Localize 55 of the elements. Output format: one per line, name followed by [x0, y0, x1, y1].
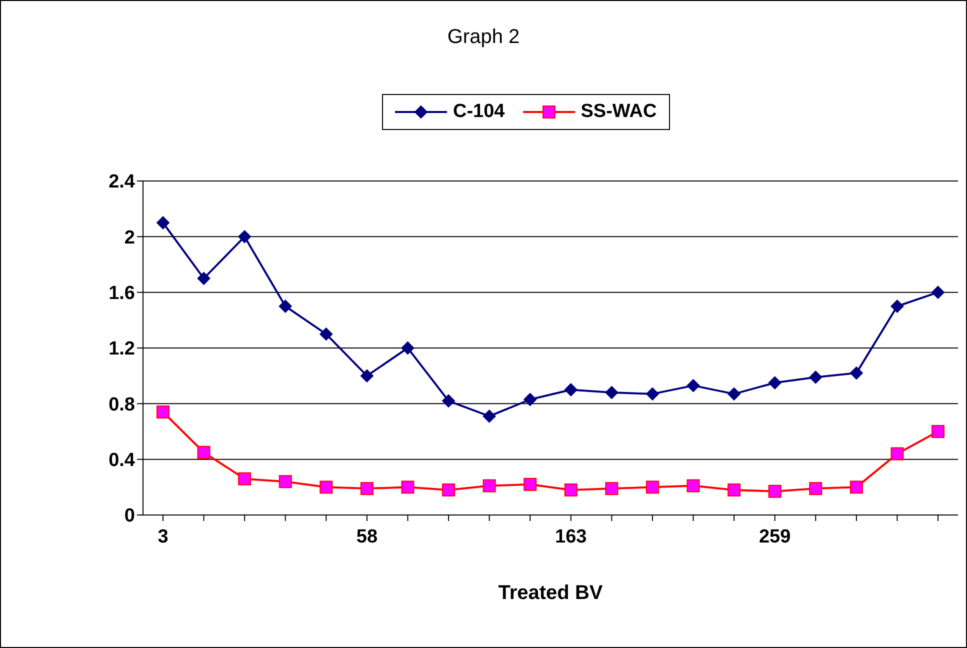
- legend-label: C-104: [453, 101, 505, 123]
- y-tick-label: 2: [124, 227, 135, 248]
- point: [809, 482, 822, 496]
- point: [238, 472, 252, 486]
- point: [442, 394, 456, 408]
- y-tick-label: 0.4: [108, 450, 136, 472]
- point: [482, 479, 496, 492]
- chart-title: Graph 2: [446, 26, 521, 49]
- point: [646, 387, 659, 400]
- point: [156, 406, 170, 419]
- point: [850, 366, 863, 380]
- point: [605, 386, 618, 400]
- point: [605, 482, 618, 496]
- point: [564, 483, 578, 496]
- point: [360, 482, 374, 496]
- point: [646, 480, 659, 494]
- point: [197, 446, 210, 459]
- point: [320, 480, 333, 494]
- point: [728, 483, 741, 496]
- x-tick-label: 163: [555, 526, 587, 548]
- y-tick-label: 2.4: [108, 172, 136, 193]
- y-tick-label: 0: [124, 506, 135, 527]
- point: [197, 272, 210, 285]
- x-axis-title: Treated BV: [498, 582, 604, 604]
- point: [360, 369, 374, 382]
- point: [890, 300, 904, 313]
- point: [932, 425, 944, 438]
- point: [850, 480, 863, 494]
- point: [524, 392, 537, 406]
- y-tick-label: 1.6: [108, 283, 135, 304]
- point: [768, 484, 782, 498]
- point: [524, 478, 537, 491]
- point: [320, 328, 333, 341]
- x-tick-label: 58: [356, 526, 378, 548]
- point: [932, 286, 944, 299]
- point: [482, 410, 496, 423]
- point: [238, 230, 252, 244]
- y-tick-label: 1.2: [108, 338, 135, 360]
- point: [156, 216, 170, 230]
- point: [401, 342, 414, 354]
- point: [768, 376, 782, 390]
- point: [890, 447, 904, 460]
- point: [278, 300, 292, 313]
- point: [401, 480, 414, 494]
- legend-label: SS-WAC: [580, 101, 657, 123]
- x-tick-label: 259: [758, 526, 791, 548]
- point: [728, 387, 741, 400]
- x-tick-label: 3: [158, 526, 168, 548]
- point: [442, 483, 456, 496]
- point: [686, 379, 700, 392]
- point: [278, 475, 292, 488]
- point: [686, 479, 700, 492]
- y-tick-label: 0.8: [108, 394, 135, 416]
- point: [809, 370, 822, 384]
- point: [564, 383, 578, 396]
